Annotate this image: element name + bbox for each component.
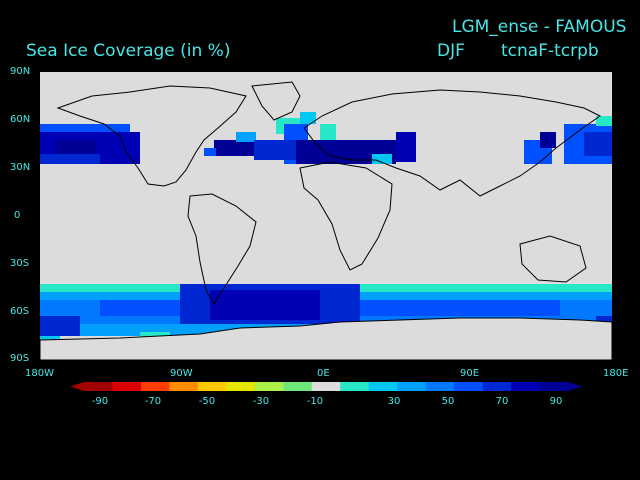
ice-north-pacific-east <box>524 116 612 164</box>
run-title: LGM_ense - FAMOUS <box>452 17 627 37</box>
colorbar-swatch <box>283 382 313 391</box>
colorbar-swatch <box>425 382 455 391</box>
colorbar-swatch <box>112 382 142 391</box>
ice-north-pacific-west <box>40 124 140 164</box>
lat-label-60s: 60S <box>10 306 30 317</box>
colorbar-swatch <box>226 382 256 391</box>
colorbar-swatch <box>311 382 341 391</box>
colorbar: -90 -70 -50 -30 -10 30 50 70 90 <box>70 382 582 407</box>
colorbar-swatch <box>340 382 370 391</box>
colorbar-swatch <box>539 382 569 391</box>
lon-label-180w: 180W <box>25 368 54 379</box>
lat-label-90s: 90S <box>10 353 30 364</box>
season-label: DJF <box>437 41 465 61</box>
colorbar-swatch <box>197 382 227 391</box>
lon-label-90w: 90W <box>170 368 193 379</box>
lon-label-90e: 90E <box>460 368 480 379</box>
eurasia-coast <box>303 89 601 197</box>
south-america-coast <box>187 193 257 305</box>
lat-label-0: 0 <box>14 210 21 221</box>
colorbar-tick-label: 50 <box>442 396 455 407</box>
africa-coast <box>299 161 393 271</box>
colorbar-swatch <box>454 382 484 391</box>
colorbar-swatch <box>140 382 170 391</box>
colorbar-swatch <box>254 382 284 391</box>
colorbar-swatch <box>397 382 427 391</box>
australia-coast <box>519 235 587 283</box>
ice-north-atlantic <box>254 112 416 164</box>
lon-label-180e: 180E <box>603 368 629 379</box>
colorbar-tick-label: -90 <box>92 396 108 407</box>
lat-label-90n: 90N <box>10 66 31 77</box>
lat-label-30s: 30S <box>10 258 30 269</box>
colorbar-tick-label: -10 <box>307 396 323 407</box>
lat-label-60n: 60N <box>10 114 31 125</box>
experiment-label: tcnaF-tcrpb <box>501 41 599 61</box>
colorbar-swatch <box>482 382 512 391</box>
colorbar-tick-label: -30 <box>253 396 269 407</box>
colorbar-tick-label: 70 <box>496 396 509 407</box>
colorbar-max-arrow <box>568 382 582 391</box>
colorbar-tick-label: 30 <box>388 396 401 407</box>
coastlines <box>56 81 601 305</box>
colorbar-swatch <box>84 382 113 391</box>
colorbar-tick-label: -50 <box>199 396 215 407</box>
colorbar-min-arrow <box>70 382 84 391</box>
ice-labrador <box>204 132 256 156</box>
field-title: Sea Ice Coverage (in %) <box>26 41 231 61</box>
greenland-coast <box>251 81 301 121</box>
lat-label-30n: 30N <box>10 162 31 173</box>
lon-label-0e: 0E <box>317 368 330 379</box>
colorbar-swatch <box>511 382 541 391</box>
colorbar-tick-label: 90 <box>550 396 563 407</box>
antarctica <box>39 317 613 361</box>
colorbar-swatch <box>169 382 199 391</box>
north-america-coast <box>56 85 247 187</box>
colorbar-tick-label: -70 <box>145 396 161 407</box>
colorbar-swatch <box>368 382 398 391</box>
